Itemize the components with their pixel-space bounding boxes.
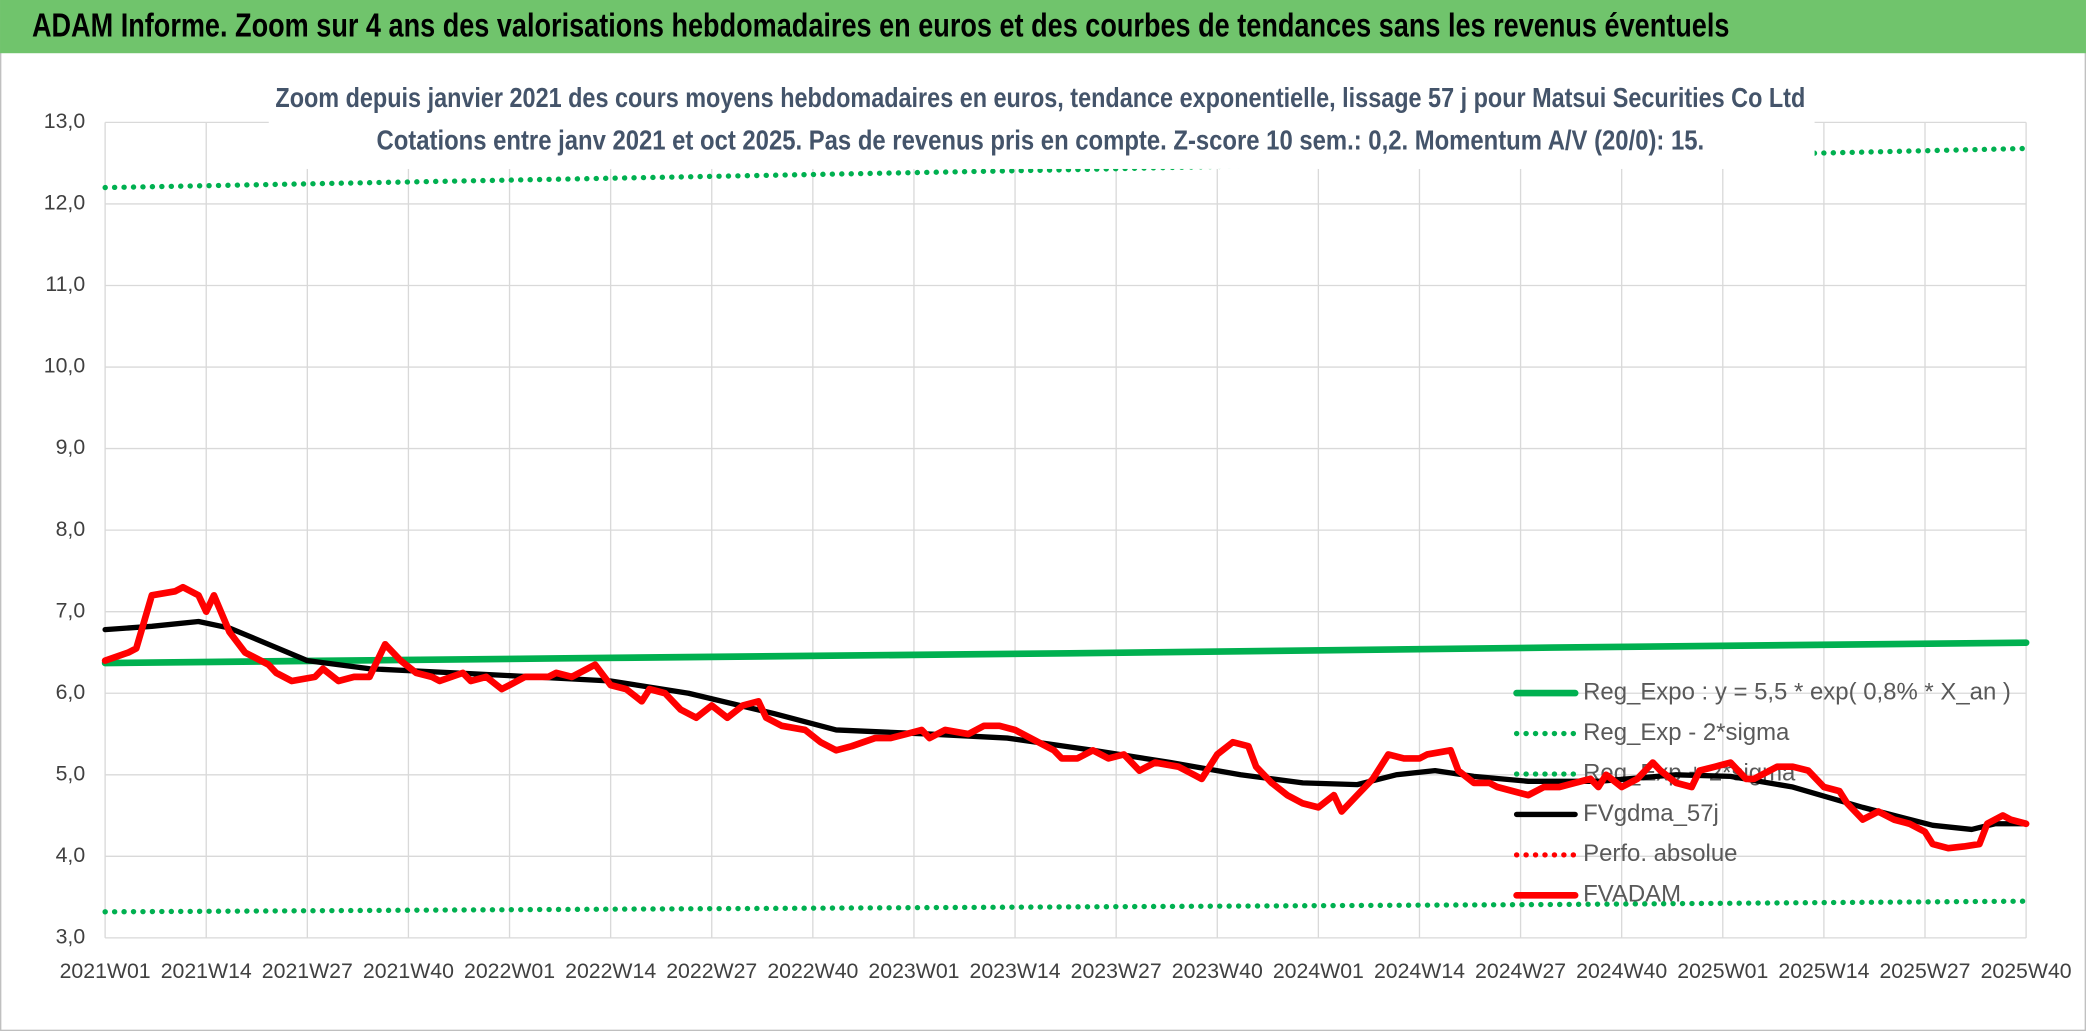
legend-label: FVgdma_57j [1583,800,1719,827]
legend-label: Reg_Exp - 2*sigma [1583,719,1790,746]
x-tick-label: 2022W40 [767,959,858,983]
x-tick-label: 2021W01 [60,959,151,983]
x-tick-label: 2022W14 [565,959,656,983]
legend-label: Reg_Expo : y = 5,5 * exp( 0,8% * X_an ) [1583,678,2011,705]
x-tick-label: 2025W01 [1677,959,1768,983]
x-tick-label: 2022W01 [464,959,555,983]
y-tick-label: 11,0 [45,272,85,296]
x-tick-label: 2021W14 [161,959,252,983]
chart-title: Zoom depuis janvier 2021 des cours moyen… [275,82,1805,113]
y-tick-label: 12,0 [44,191,85,215]
header-bar [0,0,2086,54]
plot [101,145,2030,915]
y-tick-label: 3,0 [56,925,86,949]
x-tick-label: 2023W14 [970,959,1061,983]
y-tick-label: 7,0 [56,598,86,622]
y-tick-label: 5,0 [56,761,86,785]
x-tick-label: 2024W40 [1576,959,1667,983]
x-tick-label: 2025W27 [1879,959,1970,983]
y-tick-label: 8,0 [56,517,86,541]
series-line [101,583,2030,852]
x-tick-label: 2024W14 [1374,959,1465,983]
x-tick-label: 2025W40 [1981,959,2072,983]
x-tick-label: 2024W27 [1475,959,1566,983]
x-tick-label: 2021W40 [363,959,454,983]
series-line [101,639,2030,667]
title-box [268,75,1815,169]
header-title: ADAM Informe. Zoom sur 4 ans des valoris… [32,8,1729,45]
series-line [102,898,2029,915]
x-tick-label: 2025W14 [1778,959,1869,983]
x-tick-label: 2023W27 [1071,959,1162,983]
x-tick-label: 2024W01 [1273,959,1364,983]
x-tick-label: 2022W27 [666,959,757,983]
y-tick-label: 10,0 [44,354,85,378]
y-tick-label: 9,0 [56,435,86,459]
x-tick-label: 2021W27 [262,959,353,983]
y-tick-label: 6,0 [56,680,86,704]
y-tick-label: 4,0 [56,843,86,867]
x-tick-label: 2023W40 [1172,959,1263,983]
chart-subtitle: Cotations entre janv 2021 et oct 2025. P… [377,125,1705,156]
legend-label: Perfo. absolue [1583,840,1737,867]
x-tick-label: 2023W01 [868,959,959,983]
y-tick-label: 13,0 [44,109,85,133]
